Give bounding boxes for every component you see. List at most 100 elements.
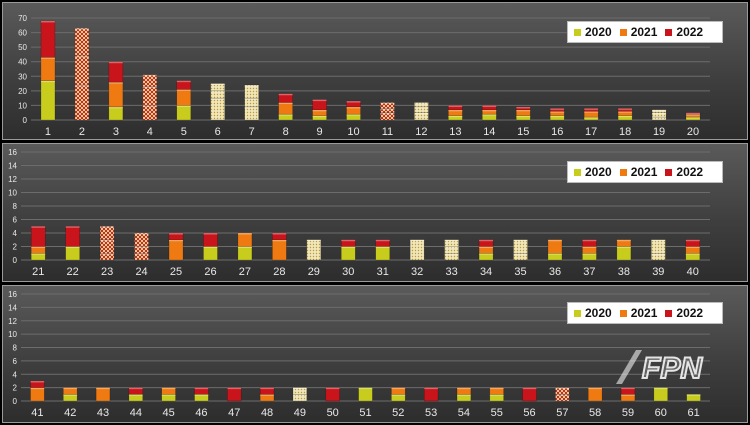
y-tick-label: 6 — [13, 357, 18, 366]
bar-49-2022 — [292, 387, 308, 395]
bar-highlight — [448, 109, 463, 112]
bar-38-2020 — [616, 246, 632, 261]
x-tick-label: 27 — [239, 266, 251, 278]
x-tick-label: 39 — [652, 266, 664, 278]
bar-7-2022 — [244, 84, 259, 99]
bar-highlight — [128, 387, 143, 390]
bar-highlight — [479, 239, 494, 242]
bar-4-2020 — [142, 105, 158, 121]
y-tick-label: 14 — [8, 303, 17, 312]
bar-53-2022 — [423, 387, 439, 402]
bar-27-2020 — [237, 246, 253, 261]
x-tick-label: 19 — [653, 126, 665, 138]
bar-highlight — [375, 246, 390, 248]
x-tick-label: 48 — [261, 407, 273, 419]
bar-highlight — [516, 109, 531, 112]
bar-highlight — [618, 108, 633, 110]
x-tick-label: 13 — [449, 126, 461, 138]
bar-highlight — [169, 239, 184, 242]
x-tick-label: 11 — [382, 126, 393, 138]
bar-highlight — [260, 394, 274, 396]
x-tick-label: 47 — [228, 407, 240, 419]
bar-highlight — [31, 253, 46, 255]
bar-highlight — [292, 394, 307, 396]
bar-highlight — [210, 90, 225, 93]
legend-item-2021: 2021 — [619, 165, 657, 179]
bar-57-2022 — [555, 387, 570, 395]
x-tick-label: 43 — [97, 407, 109, 419]
chart-panel-1: 0 10 20 30 40 50 60 70 1 2 3 4 5 6 7 8 9 10 11 12 13 14 15 16 17… — [2, 2, 748, 140]
bar-51-2020 — [358, 387, 373, 402]
x-tick-label: 58 — [589, 407, 601, 419]
bar-58-2021 — [588, 387, 603, 402]
y-tick-label: 4 — [13, 229, 18, 238]
x-tick-label: 15 — [517, 126, 529, 138]
bar-16-2022 — [549, 108, 565, 112]
bar-10-2022 — [346, 100, 361, 108]
bar-59-2022 — [620, 387, 636, 395]
x-tick-label: 33 — [446, 266, 458, 278]
bar-highlight — [588, 387, 603, 390]
bar-highlight — [380, 112, 395, 115]
bar-highlight — [582, 253, 597, 255]
bar-6-2022 — [210, 83, 225, 92]
x-tick-label: 26 — [204, 266, 216, 278]
bar-highlight — [278, 93, 293, 96]
bar-1-2021 — [40, 57, 56, 81]
y-tick-label: 12 — [8, 317, 17, 326]
x-tick-label: 3 — [113, 126, 119, 138]
bar-highlight — [686, 117, 701, 119]
x-tick-label: 2 — [79, 126, 85, 138]
bar-8-2022 — [278, 93, 293, 103]
bar-23-2021 — [99, 239, 115, 254]
bar-highlight — [306, 239, 321, 242]
bar-7-2020 — [244, 106, 259, 121]
bar-highlight — [582, 239, 597, 242]
bar-highlight — [380, 108, 395, 110]
y-tick-label: 2 — [13, 384, 18, 393]
y-tick-label: 10 — [8, 189, 17, 198]
bar-highlight — [142, 105, 157, 107]
bar-highlight — [161, 394, 176, 396]
bar-highlight — [414, 102, 429, 105]
bar-54-2021 — [456, 387, 472, 395]
x-tick-label: 24 — [135, 266, 147, 278]
x-tick-label: 49 — [294, 407, 306, 419]
x-tick-label: 60 — [655, 407, 667, 419]
bar-highlight — [30, 380, 45, 383]
x-tick-label: 40 — [687, 266, 699, 278]
bar-highlight — [176, 80, 191, 83]
x-tick-label: 1 — [45, 126, 51, 138]
bar-8-2021 — [278, 102, 293, 115]
bar-highlight — [272, 239, 287, 242]
y-tick-label: 14 — [8, 162, 17, 171]
bar-highlight — [651, 239, 666, 242]
bar-47-2022 — [227, 387, 242, 402]
y-tick-label: 8 — [13, 344, 18, 353]
bar-highlight — [479, 246, 494, 248]
bar-highlight — [278, 102, 293, 105]
bar-40-2022 — [685, 239, 701, 247]
y-tick-label: 16 — [8, 148, 17, 157]
bar-highlight — [142, 74, 157, 77]
y-tick-label: 50 — [18, 43, 27, 52]
fpn-logo-watermark: FPN — [616, 350, 704, 386]
bar-37-2022 — [582, 239, 597, 247]
x-tick-label: 9 — [317, 126, 323, 138]
x-tick-label: 31 — [377, 266, 389, 278]
x-tick-label: 41 — [31, 407, 43, 419]
y-tick-label: 6 — [13, 216, 18, 225]
bar-27-2021 — [237, 232, 253, 247]
bar-13-2022 — [448, 105, 463, 111]
x-tick-label: 20 — [687, 126, 699, 138]
legend-item-2020: 2020 — [574, 25, 612, 39]
bar-highlight — [482, 109, 497, 112]
legend-item-2021: 2021 — [619, 306, 657, 320]
bar-31-2022 — [375, 239, 390, 247]
bar-highlight — [100, 239, 115, 242]
x-tick-label: 34 — [480, 266, 492, 278]
bar-highlight — [652, 109, 667, 112]
bar-30-2022 — [341, 239, 356, 247]
bar-highlight — [686, 112, 701, 115]
x-tick-label: 44 — [130, 407, 142, 419]
